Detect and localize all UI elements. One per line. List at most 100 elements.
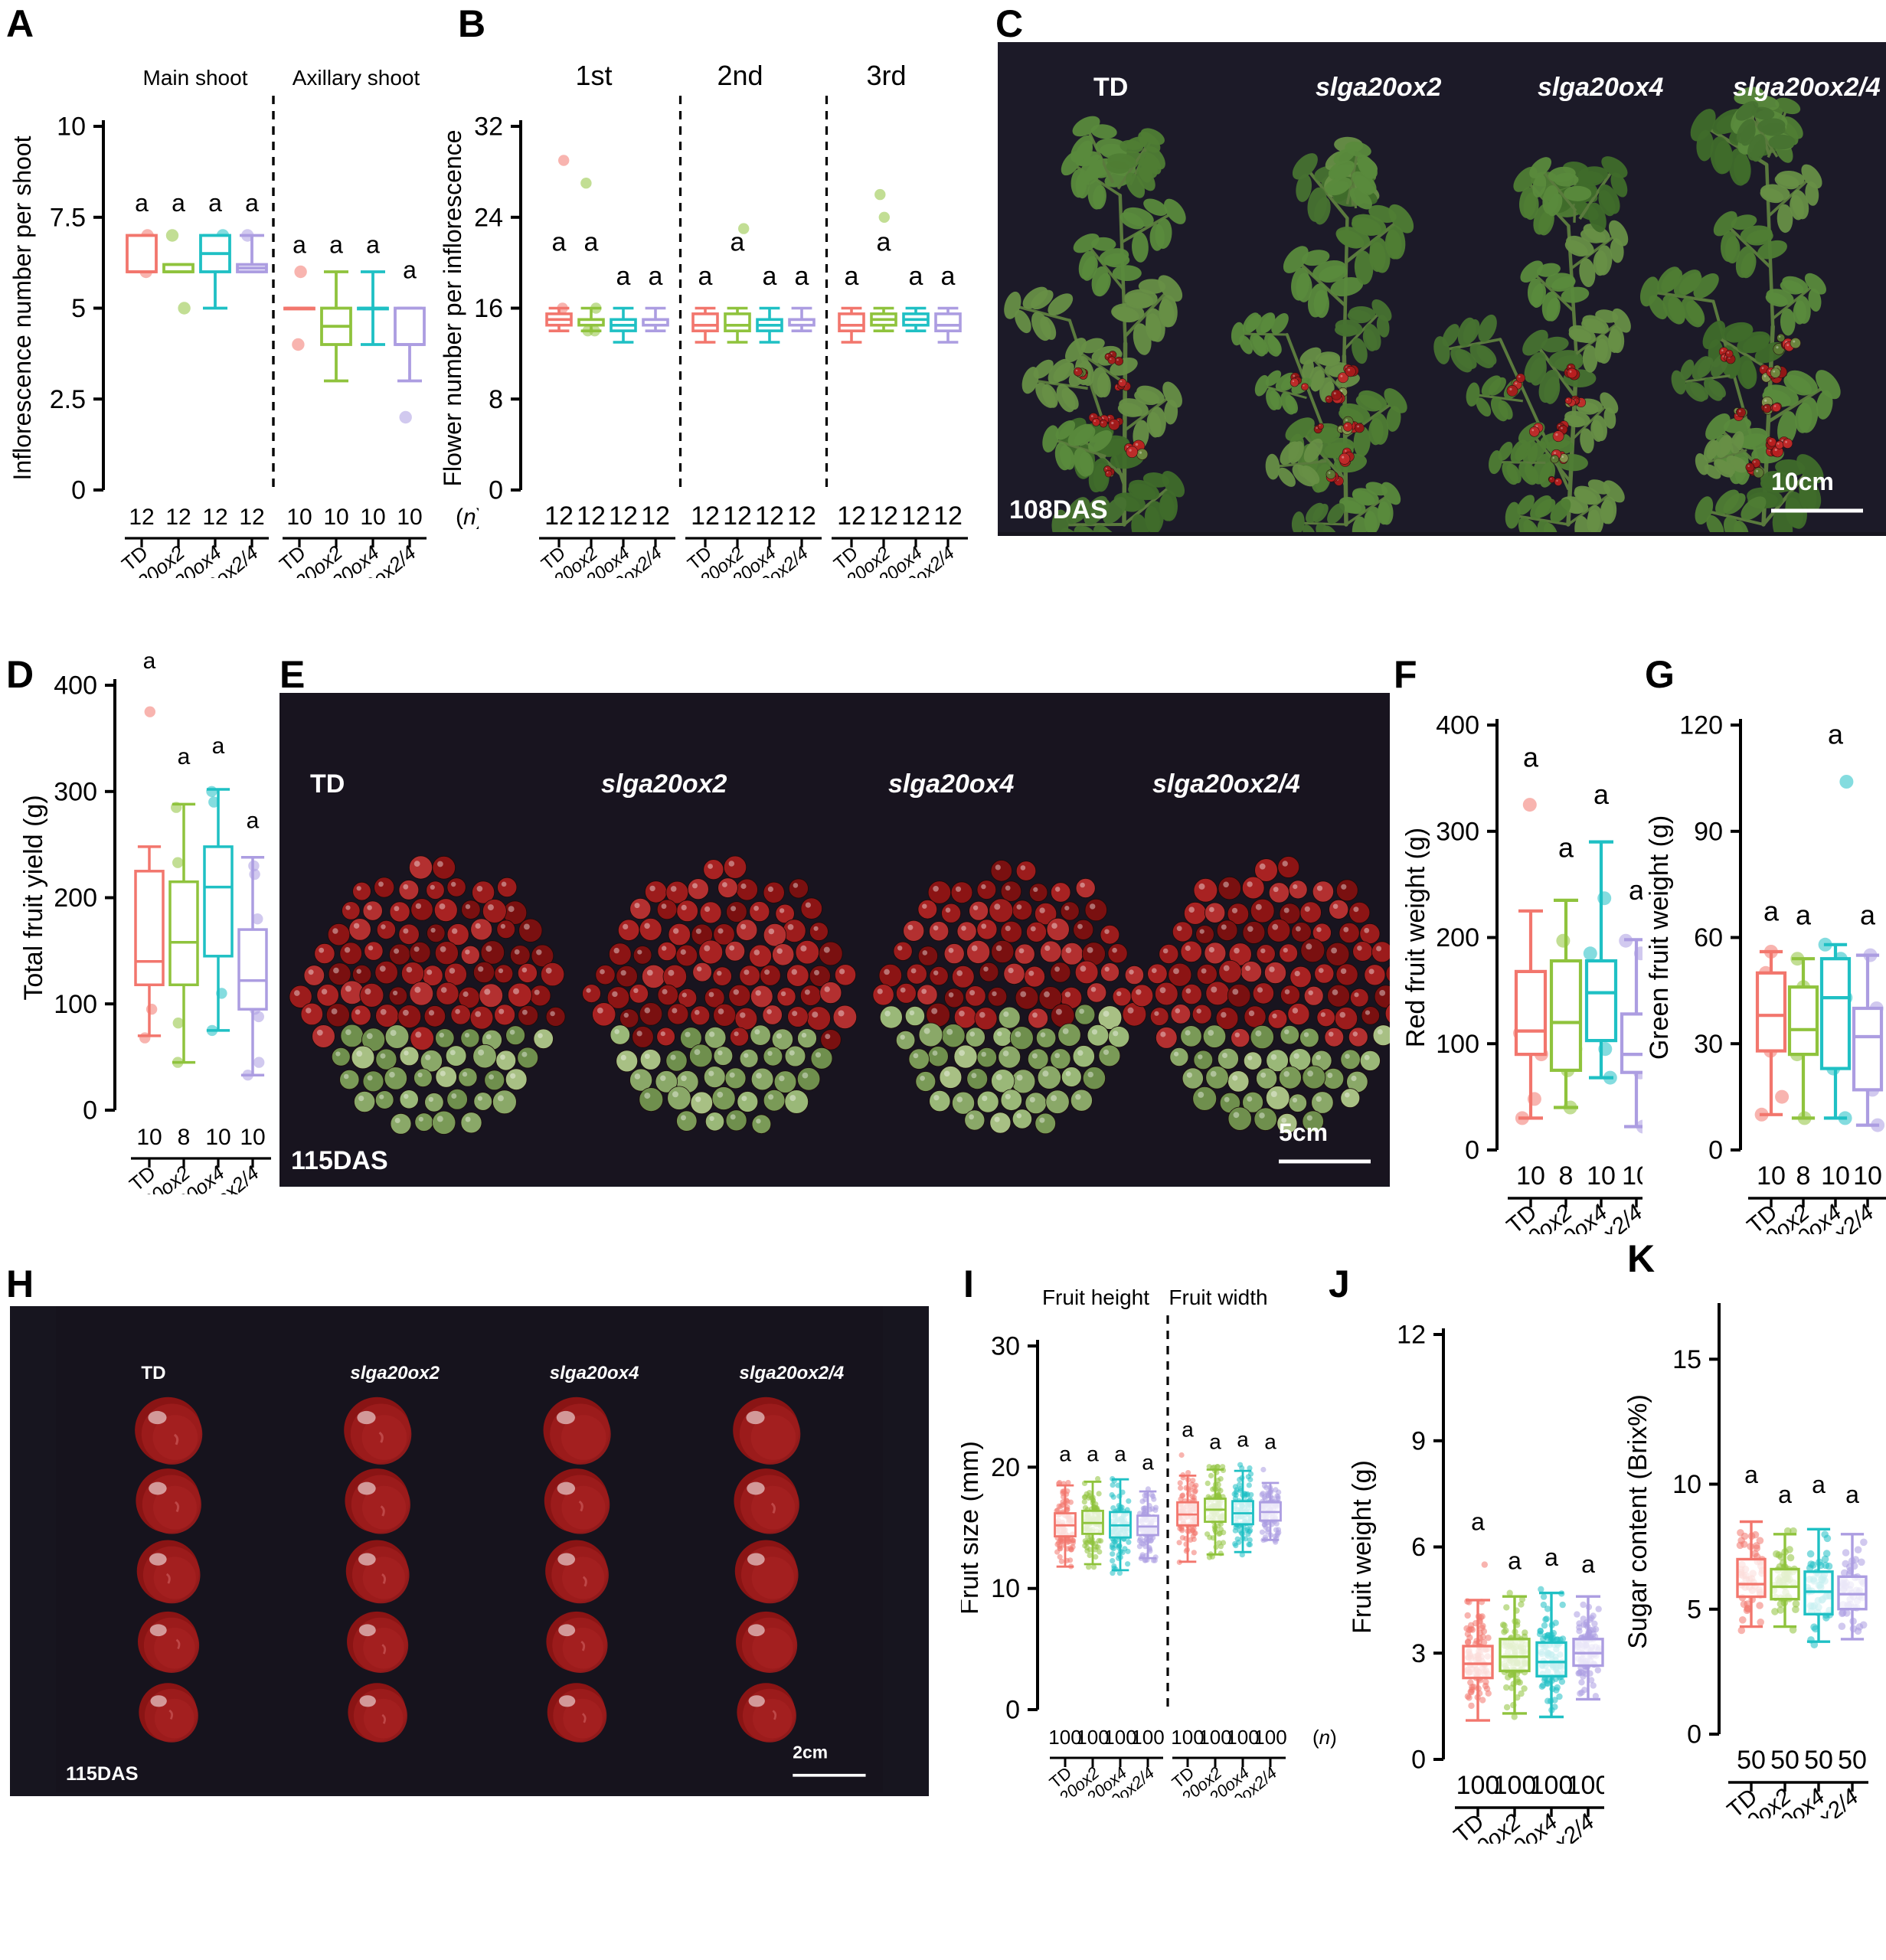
svg-text:Fruit width: Fruit width <box>1169 1285 1267 1309</box>
svg-text:8: 8 <box>489 385 503 414</box>
svg-text:12: 12 <box>691 501 720 531</box>
svg-text:10: 10 <box>286 505 312 530</box>
svg-text:a: a <box>1087 1442 1099 1465</box>
svg-text:a: a <box>552 228 567 257</box>
svg-text:10: 10 <box>323 505 348 530</box>
svg-text:2cm: 2cm <box>793 1743 828 1762</box>
svg-text:a: a <box>143 648 156 674</box>
svg-text:TD: TD <box>310 769 345 799</box>
svg-text:200: 200 <box>54 884 97 913</box>
svg-text:a: a <box>1845 1481 1859 1508</box>
svg-text:Total fruit yield (g): Total fruit yield (g) <box>19 795 48 1000</box>
svg-text:0: 0 <box>83 1096 97 1125</box>
svg-text:slga20ox4: slga20ox4 <box>888 769 1015 799</box>
svg-text:5: 5 <box>1687 1595 1701 1624</box>
svg-text:0: 0 <box>1687 1720 1701 1749</box>
svg-text:100: 100 <box>1567 1771 1604 1800</box>
svg-text:a: a <box>366 230 380 258</box>
svg-text:20: 20 <box>991 1453 1020 1482</box>
svg-text:3rd: 3rd <box>866 60 906 91</box>
svg-text:10: 10 <box>1516 1161 1545 1191</box>
svg-text:300: 300 <box>54 777 97 806</box>
svg-text:50: 50 <box>1770 1746 1799 1775</box>
svg-text:5: 5 <box>71 294 86 323</box>
svg-text:a: a <box>1812 1471 1826 1498</box>
svg-text:a: a <box>698 262 713 291</box>
svg-text:100: 100 <box>1436 1030 1479 1059</box>
svg-text:90: 90 <box>1694 817 1723 846</box>
svg-text:a: a <box>731 228 745 257</box>
svg-text:a: a <box>1142 1450 1154 1474</box>
svg-text:12: 12 <box>869 501 898 531</box>
svg-text:12: 12 <box>239 505 264 530</box>
svg-text:7.5: 7.5 <box>50 203 86 232</box>
svg-text:0: 0 <box>1465 1136 1479 1165</box>
svg-text:10: 10 <box>1672 1470 1701 1499</box>
svg-text:a: a <box>1581 1550 1595 1578</box>
svg-text:Flower number per inflorescenc: Flower number per inflorescence <box>439 130 466 487</box>
svg-text:Sugar content (Brix%): Sugar content (Brix%) <box>1623 1394 1652 1649</box>
svg-text:a: a <box>584 228 599 257</box>
svg-text:slga20ox4: slga20ox4 <box>550 1363 639 1383</box>
svg-text:12: 12 <box>129 505 154 530</box>
svg-text:10: 10 <box>136 1125 162 1150</box>
svg-text:115DAS: 115DAS <box>291 1146 388 1175</box>
svg-text:60: 60 <box>1694 923 1723 952</box>
svg-text:slga20ox2: slga20ox2 <box>1316 73 1442 102</box>
svg-text:100: 100 <box>1131 1726 1164 1749</box>
svg-text:a: a <box>1059 1442 1071 1465</box>
svg-text:slga20ox2/4: slga20ox2/4 <box>1152 769 1300 799</box>
svg-text:9: 9 <box>1411 1426 1426 1455</box>
svg-text:a: a <box>909 262 923 291</box>
svg-text:a: a <box>1544 1544 1558 1571</box>
svg-text:a: a <box>1796 899 1812 930</box>
svg-text:50: 50 <box>1804 1746 1833 1775</box>
svg-text:12: 12 <box>609 501 638 531</box>
svg-text:a: a <box>1508 1547 1522 1575</box>
svg-text:8: 8 <box>1796 1161 1811 1191</box>
svg-text:100: 100 <box>54 990 97 1019</box>
svg-text:200: 200 <box>1436 923 1479 952</box>
svg-text:10: 10 <box>57 113 86 142</box>
svg-text:a: a <box>649 262 663 291</box>
svg-text:a: a <box>845 262 859 291</box>
svg-text:a: a <box>763 262 777 291</box>
svg-text:6: 6 <box>1411 1533 1426 1562</box>
svg-text:a: a <box>1209 1430 1221 1454</box>
svg-text:108DAS: 108DAS <box>1009 495 1108 524</box>
svg-text:10: 10 <box>991 1574 1020 1603</box>
svg-text:slga20ox2/4: slga20ox2/4 <box>739 1363 844 1383</box>
svg-text:10: 10 <box>360 505 385 530</box>
svg-text:12: 12 <box>837 501 866 531</box>
svg-text:a: a <box>1763 896 1780 927</box>
svg-text:a: a <box>1523 741 1539 773</box>
svg-text:24: 24 <box>474 203 503 232</box>
svg-text:12: 12 <box>577 501 606 531</box>
svg-text:400: 400 <box>54 671 97 701</box>
svg-text:a: a <box>208 189 222 217</box>
svg-text:a: a <box>247 808 260 833</box>
svg-text:8: 8 <box>178 1125 191 1150</box>
svg-text:Inflorescence number per shoot: Inflorescence number per shoot <box>8 136 36 480</box>
svg-text:0: 0 <box>489 476 503 505</box>
svg-text:a: a <box>941 262 956 291</box>
svg-text:a: a <box>1471 1508 1485 1536</box>
svg-text:(n): (n) <box>1312 1726 1337 1749</box>
svg-text:12: 12 <box>933 501 963 531</box>
svg-text:16: 16 <box>474 294 503 323</box>
svg-text:a: a <box>178 744 191 769</box>
svg-text:slga20ox2/4: slga20ox2/4 <box>1733 73 1881 102</box>
svg-text:5cm: 5cm <box>1279 1119 1328 1146</box>
svg-text:Axillary shoot: Axillary shoot <box>293 66 420 90</box>
svg-text:10: 10 <box>1757 1161 1786 1191</box>
svg-text:10cm: 10cm <box>1771 468 1834 495</box>
svg-text:12: 12 <box>901 501 930 531</box>
svg-text:12: 12 <box>202 505 227 530</box>
svg-text:12: 12 <box>1397 1321 1426 1350</box>
svg-text:Fruit size (mm): Fruit size (mm) <box>961 1441 984 1615</box>
svg-text:32: 32 <box>474 113 503 142</box>
svg-text:10: 10 <box>1587 1161 1616 1191</box>
svg-text:Red fruit weight (g): Red fruit weight (g) <box>1401 828 1430 1047</box>
svg-text:TD: TD <box>141 1363 165 1383</box>
svg-text:a: a <box>1237 1427 1249 1451</box>
